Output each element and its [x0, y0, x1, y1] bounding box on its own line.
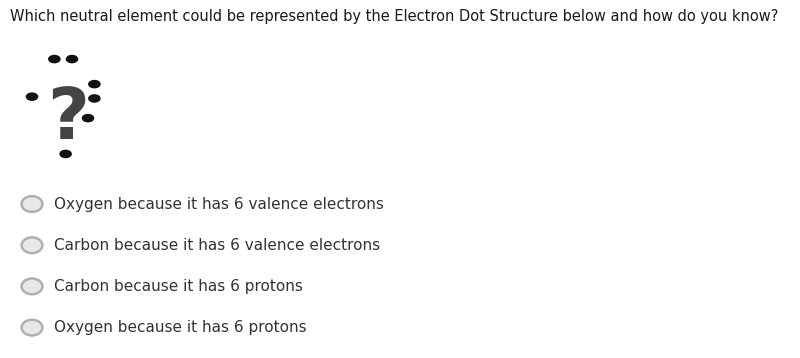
Ellipse shape [26, 93, 38, 100]
Ellipse shape [22, 196, 42, 212]
Text: Carbon because it has 6 valence electrons: Carbon because it has 6 valence electron… [54, 238, 381, 253]
Ellipse shape [66, 55, 78, 63]
Ellipse shape [60, 150, 71, 158]
Ellipse shape [22, 279, 42, 294]
Ellipse shape [89, 95, 100, 102]
Text: Carbon because it has 6 protons: Carbon because it has 6 protons [54, 279, 303, 294]
Ellipse shape [49, 55, 60, 63]
Text: Oxygen because it has 6 protons: Oxygen because it has 6 protons [54, 320, 307, 335]
Ellipse shape [89, 81, 100, 88]
Ellipse shape [22, 320, 42, 335]
Text: Oxygen because it has 6 valence electrons: Oxygen because it has 6 valence electron… [54, 197, 384, 212]
Text: ?: ? [47, 86, 89, 154]
Ellipse shape [22, 237, 42, 253]
Ellipse shape [82, 115, 94, 122]
Text: Which neutral element could be represented by the Electron Dot Structure below a: Which neutral element could be represent… [10, 9, 778, 24]
